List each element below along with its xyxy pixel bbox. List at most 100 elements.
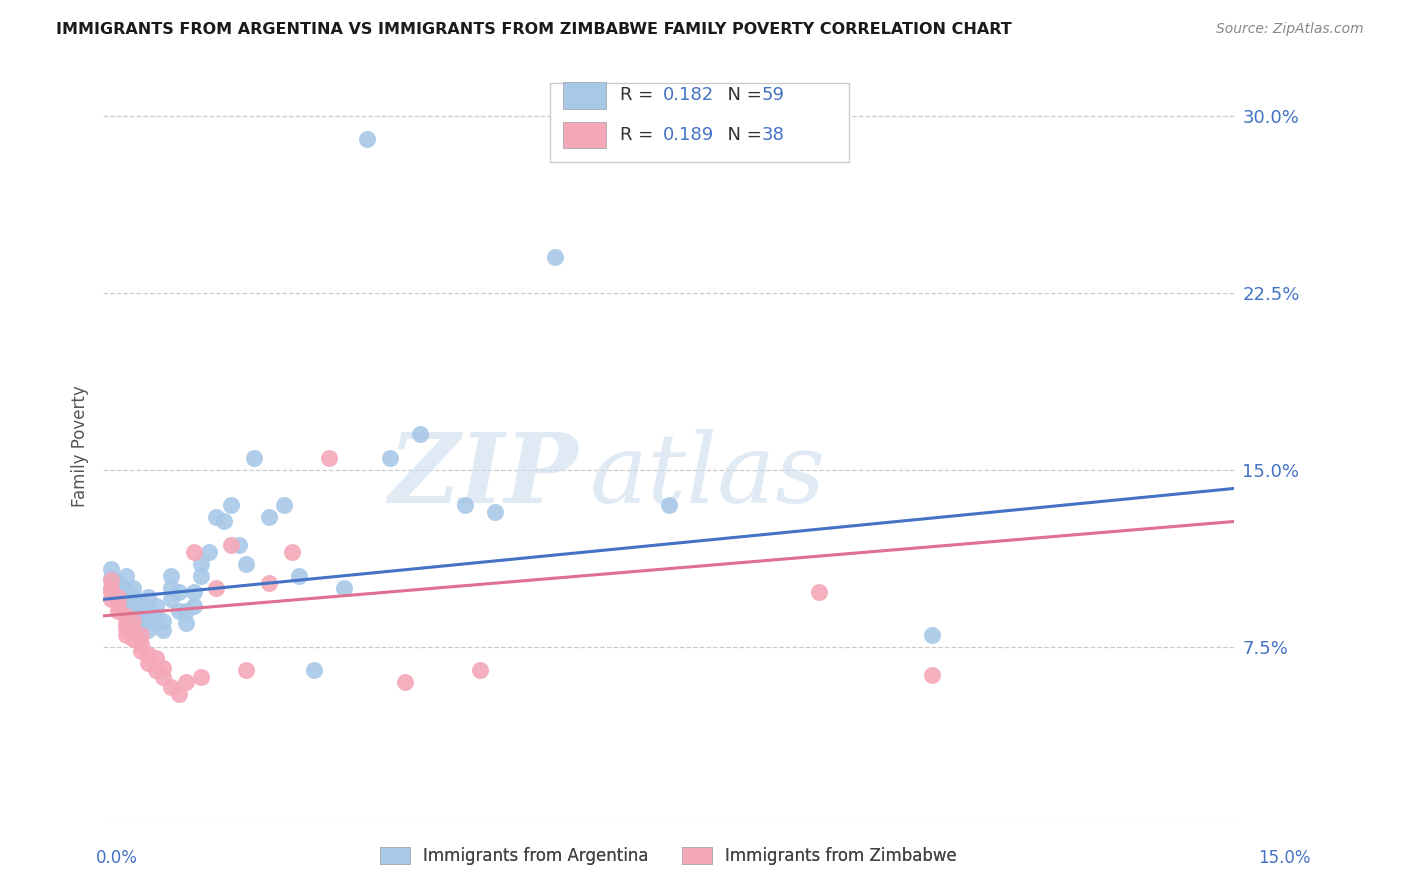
Point [129,628,152,642]
Point [190,670,212,684]
Point [174,615,197,630]
Point [484,505,506,519]
Point [257,575,280,590]
Point [107,604,129,618]
Point [235,557,257,571]
Point [114,621,136,635]
Point [100,592,122,607]
Point [152,614,174,628]
Point [114,615,136,630]
Point [174,674,197,689]
Point [100,581,122,595]
Point [409,427,432,442]
Point [114,568,136,582]
Point [167,687,190,701]
Text: R =: R = [620,126,659,144]
Point [257,509,280,524]
Point [122,632,145,647]
Point [100,562,122,576]
Point [107,590,129,604]
Point [454,498,477,512]
Point [174,604,197,618]
Text: N =: N = [716,87,768,104]
Point [219,498,242,512]
Point [160,592,183,607]
Y-axis label: Family Poverty: Family Poverty [72,385,89,507]
Text: 59: 59 [761,87,785,104]
Point [145,651,167,665]
Point [152,623,174,637]
Point [160,568,183,582]
Text: 0.189: 0.189 [662,126,714,144]
Point [114,608,136,623]
Point [138,601,160,615]
Point [302,663,325,677]
Point [243,450,266,465]
Point [228,538,250,552]
Point [129,597,152,611]
Point [122,614,145,628]
Point [167,585,190,599]
Text: R =: R = [620,87,659,104]
Point [205,581,228,595]
Point [190,568,212,582]
Point [114,604,136,618]
Point [122,590,145,604]
Point [183,545,205,559]
Point [657,498,679,512]
Point [280,545,302,559]
Point [129,644,152,658]
Point [333,581,356,595]
Point [107,575,129,590]
FancyBboxPatch shape [564,82,606,109]
Text: 0.0%: 0.0% [96,849,138,867]
Point [318,450,340,465]
Point [114,597,136,611]
Point [100,574,122,588]
Point [138,623,160,637]
Text: ZIP: ZIP [388,429,578,524]
Point [129,615,152,630]
Point [205,509,228,524]
Text: 38: 38 [761,126,785,144]
Point [122,608,145,623]
Point [356,132,378,146]
Point [544,250,567,264]
FancyBboxPatch shape [550,83,849,162]
Point [152,670,174,684]
Point [378,450,401,465]
Text: 0.182: 0.182 [662,87,714,104]
Point [190,557,212,571]
Point [160,680,183,694]
Point [100,585,122,599]
Text: 15.0%: 15.0% [1258,849,1310,867]
Point [145,608,167,623]
Point [107,585,129,599]
Point [808,585,831,599]
Text: atlas: atlas [589,429,825,524]
Point [100,581,122,595]
Point [122,581,145,595]
Point [114,590,136,604]
Point [138,611,160,625]
Point [138,656,160,670]
Point [145,599,167,614]
Point [107,592,129,607]
Legend: Immigrants from Argentina, Immigrants from Zimbabwe: Immigrants from Argentina, Immigrants fr… [373,840,963,871]
Point [394,674,416,689]
Point [129,607,152,621]
Point [167,604,190,618]
Point [219,538,242,552]
Point [183,585,205,599]
Text: Source: ZipAtlas.com: Source: ZipAtlas.com [1216,22,1364,37]
Text: N =: N = [716,126,768,144]
Point [122,623,145,637]
Point [921,628,943,642]
Point [197,545,219,559]
Point [122,599,145,614]
Point [212,515,235,529]
Point [138,647,160,661]
Point [107,581,129,595]
Point [145,663,167,677]
Point [107,597,129,611]
